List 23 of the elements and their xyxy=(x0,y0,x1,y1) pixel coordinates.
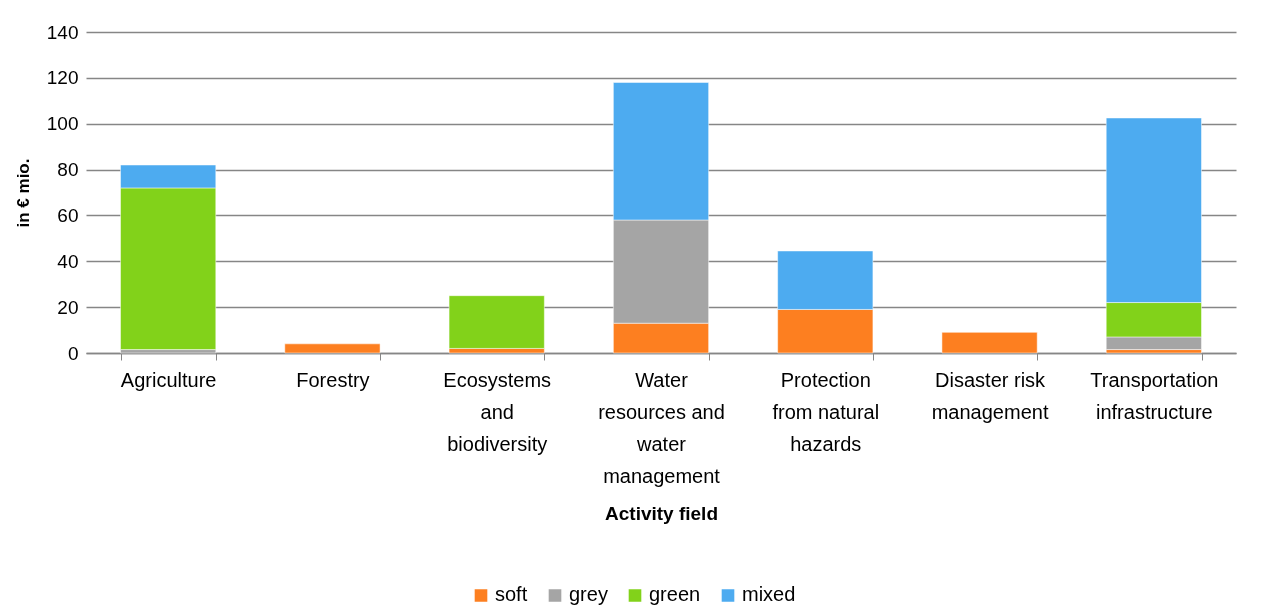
bar xyxy=(284,343,381,354)
y-tick-label: 20 xyxy=(57,296,79,318)
y-tick-label: 140 xyxy=(46,21,79,43)
x-axis-title: Activity field xyxy=(605,502,718,524)
x-tick-label: Disaster risk management xyxy=(931,368,1049,423)
y-tick-label: 80 xyxy=(57,159,79,181)
legend-label: mixed xyxy=(742,583,796,605)
y-axis-title: in € mio. xyxy=(13,158,33,228)
y-tick-label: 120 xyxy=(46,67,79,89)
y-tick-label: 0 xyxy=(67,342,79,364)
x-tick-label: Forestry xyxy=(296,368,370,391)
x-tick-label: Agriculture xyxy=(120,368,217,391)
x-tick-label: Transportation infrastructure xyxy=(1090,368,1219,423)
y-tick-label: 100 xyxy=(46,113,79,135)
legend-label: soft xyxy=(495,583,528,605)
legend-label: grey xyxy=(569,583,608,605)
y-tick-label: 60 xyxy=(57,204,79,226)
legend-label: green xyxy=(649,583,701,605)
bar xyxy=(941,332,1038,354)
x-tick-label: Protection from natural hazards xyxy=(772,368,880,455)
x-tick-label: Water resources and water management xyxy=(598,368,725,487)
y-tick-label: 40 xyxy=(57,250,79,272)
x-tick-label: Ecosystems and biodiversity xyxy=(443,368,552,455)
